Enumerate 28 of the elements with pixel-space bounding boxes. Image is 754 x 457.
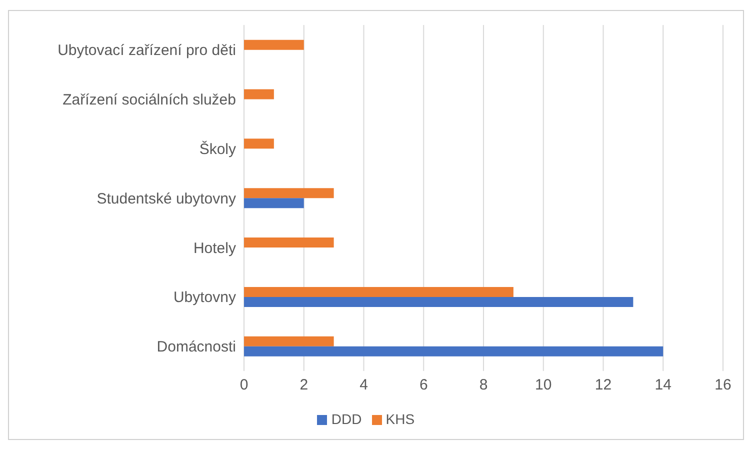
y-tick-label: Hotely — [193, 240, 236, 257]
y-tick-label: Zařízení sociálních služeb — [62, 91, 236, 108]
bar — [244, 40, 304, 50]
bar — [244, 346, 664, 356]
legend-label: KHS — [386, 411, 415, 427]
x-tick-label: 4 — [360, 376, 368, 394]
bar — [244, 89, 274, 100]
x-tick-label: 2 — [300, 376, 308, 394]
y-tick-label: Ubytovací zařízení pro děti — [58, 42, 236, 60]
bar — [244, 286, 514, 297]
y-tick-label: Školy — [199, 140, 236, 158]
x-tick-label: 14 — [654, 376, 672, 394]
y-tick-label: Ubytovny — [173, 289, 236, 306]
bar — [244, 138, 274, 149]
bar — [244, 198, 304, 208]
bar — [244, 336, 334, 346]
bar — [244, 238, 334, 248]
x-tick-label: 6 — [419, 376, 428, 394]
bar — [244, 188, 334, 198]
x-tick-label: 8 — [479, 376, 488, 394]
y-tick-label: Studentské ubytovny — [96, 190, 236, 208]
y-tick-label: Domácnosti — [156, 338, 236, 356]
x-tick-label: 12 — [594, 376, 612, 394]
x-tick-label: 16 — [714, 376, 732, 394]
x-tick-label: 0 — [240, 376, 248, 394]
bar — [244, 296, 634, 307]
x-tick-label: 10 — [535, 376, 552, 394]
legend-label: DDD — [331, 411, 362, 427]
